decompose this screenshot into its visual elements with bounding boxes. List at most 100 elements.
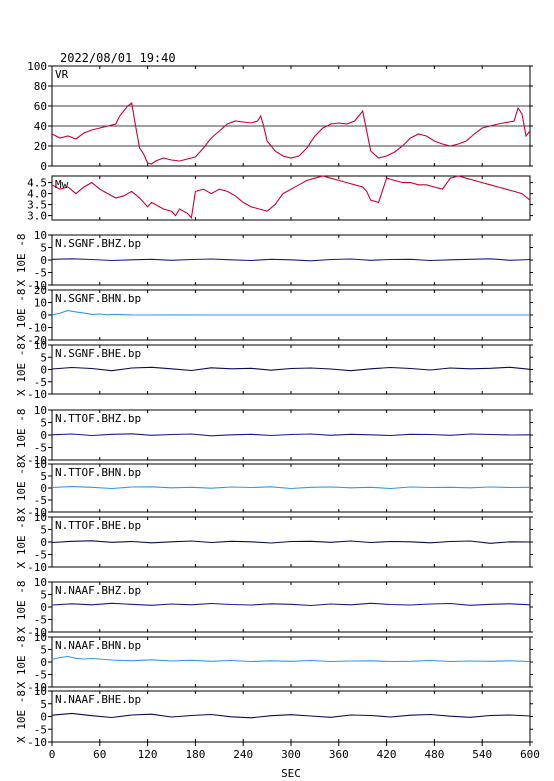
x-tick-label: 240: [233, 748, 253, 761]
y-tick-label: -5: [34, 549, 47, 562]
y-axis-unit-label: X 10E -8: [15, 636, 28, 689]
panel-label: N.NAAF.BHZ.bp: [55, 584, 141, 597]
y-axis-unit-label: X 10E -8: [15, 234, 28, 287]
x-tick-label: 180: [185, 748, 205, 761]
y-tick-label: -5: [34, 376, 47, 389]
y-tick-label: 0: [40, 429, 47, 442]
y-tick-label: -10: [27, 454, 47, 467]
series-line: [51, 486, 531, 490]
panel-1: 3.03.54.04.5 Mw: [27, 175, 533, 223]
y-tick-label: -5: [34, 494, 47, 507]
y-tick-label: -10: [27, 626, 47, 639]
y-tick-label: -10: [27, 279, 47, 292]
series-line: [51, 712, 531, 719]
y-tick-label: 10: [34, 339, 47, 352]
y-tick-label: 3.5: [27, 199, 47, 212]
x-axis: 0 60 120 180 240 300 360 420 480 540 600: [49, 742, 540, 761]
y-tick-label: 5: [40, 242, 47, 255]
x-tick-label: 600: [520, 748, 540, 761]
y-tick-label: 5: [40, 417, 47, 430]
panel-label: N.SGNF.BHE.bp: [55, 347, 141, 360]
y-tick-label: -10: [27, 681, 47, 694]
panel-label: N.NAAF.BHN.bp: [55, 639, 141, 652]
x-tick-label: 120: [138, 748, 158, 761]
y-tick-label: -10: [27, 561, 47, 574]
y-tick-label: 5: [40, 698, 47, 711]
y-tick-label: -5: [34, 267, 47, 280]
y-tick-label: 0: [40, 482, 47, 495]
panel-label: N.NAAF.BHE.bp: [55, 693, 141, 706]
y-axis-unit-label: X 10E -8: [15, 690, 28, 743]
x-tick-label: 60: [93, 748, 106, 761]
y-axis-unit-label: X 10E -8: [15, 581, 28, 634]
x-tick-label: 420: [377, 748, 397, 761]
y-tick-label: 5: [40, 644, 47, 657]
x-tick-label: 480: [424, 748, 444, 761]
y-tick-label: 80: [34, 80, 47, 93]
y-tick-label: 0: [40, 536, 47, 549]
y-tick-label: -5: [34, 669, 47, 682]
y-tick-label: -20: [27, 334, 47, 347]
series-line: [51, 175, 531, 220]
y-tick-label: -10: [27, 388, 47, 401]
y-tick-label: 10: [34, 404, 47, 417]
y-tick-label: 10: [34, 511, 47, 524]
y-tick-label: 5: [40, 470, 47, 483]
y-tick-label: 10: [34, 576, 47, 589]
y-axis-unit-label: X 10E -8: [15, 409, 28, 462]
x-axis-title: SEC: [281, 767, 301, 780]
y-tick-label: -10: [27, 322, 47, 335]
series-line: [51, 258, 531, 262]
panel-label: N.TTOF.BHZ.bp: [55, 412, 141, 425]
y-tick-label: 0: [40, 309, 47, 322]
y-tick-label: 100: [27, 60, 47, 73]
series-line: [51, 102, 531, 165]
series-line: [51, 310, 530, 316]
y-tick-label: 0: [40, 254, 47, 267]
panel-frame: [51, 65, 531, 167]
y-tick-label: 5: [40, 589, 47, 602]
x-tick-label: 540: [472, 748, 492, 761]
y-tick-label: 4.0: [27, 188, 47, 201]
y-tick-label: 10: [34, 631, 47, 644]
y-tick-label: 60: [34, 100, 47, 113]
y-tick-label: -5: [34, 442, 47, 455]
y-tick-label: 10: [34, 458, 47, 471]
y-tick-label: 4.5: [27, 177, 47, 190]
series-line: [51, 540, 531, 544]
panel-label: VR: [55, 68, 69, 81]
panel-frame: [51, 175, 531, 221]
panel-label: N.SGNF.BHZ.bp: [55, 237, 141, 250]
panel-0: 0 20 40 60 80 100 VR: [27, 60, 533, 173]
panel-label: N.TTOF.BHN.bp: [55, 466, 141, 479]
y-axis-unit-label: X 10E -8: [15, 516, 28, 569]
y-axis-unit-label: X 10E -8: [15, 343, 28, 396]
y-tick-label: 5: [40, 351, 47, 364]
y-tick-label: 3.0: [27, 210, 47, 223]
y-tick-label: 0: [40, 160, 47, 173]
y-tick-label: 5: [40, 524, 47, 537]
x-tick-label: 0: [49, 748, 56, 761]
y-tick-label: 0: [40, 364, 47, 377]
y-tick-label: 10: [34, 685, 47, 698]
y-tick-label: -5: [34, 614, 47, 627]
y-tick-label: 40: [34, 120, 47, 133]
y-tick-label: 20: [34, 284, 47, 297]
series-line: [51, 366, 531, 372]
y-tick-label: 10: [34, 297, 47, 310]
series-line: [51, 655, 531, 663]
header-timestamp: 2022/08/01 19:40: [60, 51, 176, 65]
y-tick-label: 0: [40, 711, 47, 724]
x-tick-label: 300: [281, 748, 301, 761]
series-line: [51, 433, 531, 437]
y-axis-unit-label: X 10E -8: [15, 289, 28, 342]
y-tick-label: 0: [40, 656, 47, 669]
